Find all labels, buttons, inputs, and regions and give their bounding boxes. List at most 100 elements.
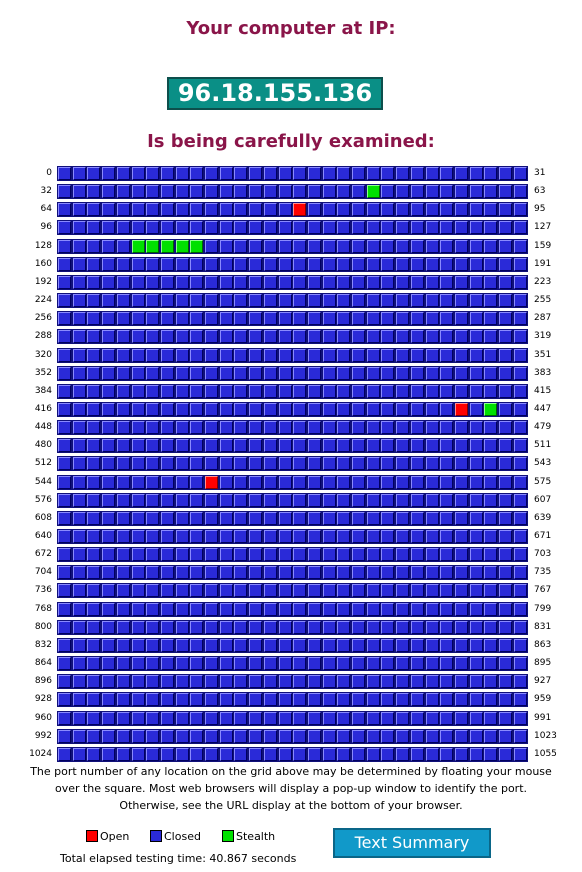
port-cell-146[interactable] xyxy=(322,239,336,253)
port-cell-512[interactable] xyxy=(58,457,71,471)
port-cell-477[interactable] xyxy=(484,421,498,435)
port-cell-725[interactable] xyxy=(366,566,380,580)
port-cell-980[interactable] xyxy=(352,711,365,725)
port-cell-354[interactable] xyxy=(87,366,101,380)
port-cell-574[interactable] xyxy=(499,475,512,489)
port-cell-793[interactable] xyxy=(425,602,439,616)
port-cell-882[interactable] xyxy=(322,657,336,671)
port-cell-824[interactable] xyxy=(410,620,424,634)
port-cell-134[interactable] xyxy=(146,239,160,253)
port-cell-193[interactable] xyxy=(72,275,86,289)
port-cell-554[interactable] xyxy=(205,475,218,489)
port-cell-128[interactable] xyxy=(58,239,71,253)
port-cell-217[interactable] xyxy=(425,275,439,289)
port-cell-600[interactable] xyxy=(410,493,424,507)
port-cell-308[interactable] xyxy=(352,330,365,344)
port-cell-511[interactable] xyxy=(513,439,527,453)
port-cell-854[interactable] xyxy=(381,638,395,652)
port-cell-934[interactable] xyxy=(146,693,160,707)
port-cell-553[interactable] xyxy=(190,475,204,489)
port-cell-846[interactable] xyxy=(263,638,277,652)
port-cell-28[interactable] xyxy=(469,167,483,180)
port-cell-602[interactable] xyxy=(440,493,454,507)
port-cell-960[interactable] xyxy=(58,711,71,725)
port-cell-279[interactable] xyxy=(396,312,410,326)
port-cell-258[interactable] xyxy=(87,312,101,326)
port-cell-60[interactable] xyxy=(469,185,483,199)
port-cell-988[interactable] xyxy=(469,711,483,725)
port-cell-92[interactable] xyxy=(469,203,483,217)
port-cell-410[interactable] xyxy=(440,384,454,398)
port-cell-393[interactable] xyxy=(190,384,204,398)
port-cell-598[interactable] xyxy=(381,493,395,507)
port-cell-285[interactable] xyxy=(484,312,498,326)
port-cell-228[interactable] xyxy=(116,294,130,308)
port-cell-519[interactable] xyxy=(160,457,174,471)
port-cell-977[interactable] xyxy=(307,711,321,725)
port-cell-47[interactable] xyxy=(278,185,292,199)
port-cell-726[interactable] xyxy=(381,566,395,580)
port-cell-64[interactable] xyxy=(58,203,71,217)
port-cell-468[interactable] xyxy=(352,421,365,435)
port-cell-1050[interactable] xyxy=(440,747,454,761)
port-cell-1018[interactable] xyxy=(440,729,454,743)
port-cell-928[interactable] xyxy=(58,693,71,707)
port-cell-263[interactable] xyxy=(160,312,174,326)
port-cell-699[interactable] xyxy=(454,548,468,562)
port-cell-668[interactable] xyxy=(469,530,483,543)
port-cell-61[interactable] xyxy=(484,185,498,199)
port-cell-735[interactable] xyxy=(513,566,527,580)
port-cell-712[interactable] xyxy=(175,566,189,580)
port-cell-624[interactable] xyxy=(293,511,307,525)
port-cell-692[interactable] xyxy=(352,548,365,562)
port-cell-1042[interactable] xyxy=(322,747,336,761)
port-cell-472[interactable] xyxy=(410,421,424,435)
port-cell-278[interactable] xyxy=(381,312,395,326)
port-cell-943[interactable] xyxy=(278,693,292,707)
port-cell-878[interactable] xyxy=(263,657,277,671)
port-cell-274[interactable] xyxy=(322,312,336,326)
port-cell-238[interactable] xyxy=(263,294,277,308)
port-cell-184[interactable] xyxy=(410,257,424,271)
port-cell-509[interactable] xyxy=(484,439,498,453)
port-cell-313[interactable] xyxy=(425,330,439,344)
port-cell-392[interactable] xyxy=(175,384,189,398)
port-cell-158[interactable] xyxy=(499,239,512,253)
port-cell-206[interactable] xyxy=(263,275,277,289)
port-cell-493[interactable] xyxy=(249,439,263,453)
port-cell-31[interactable] xyxy=(513,167,527,180)
port-cell-876[interactable] xyxy=(234,657,248,671)
port-cell-345[interactable] xyxy=(425,348,439,362)
port-cell-485[interactable] xyxy=(131,439,145,453)
port-cell-875[interactable] xyxy=(219,657,233,671)
port-cell-469[interactable] xyxy=(366,421,380,435)
port-cell-893[interactable] xyxy=(484,657,498,671)
port-cell-791[interactable] xyxy=(396,602,410,616)
port-cell-834[interactable] xyxy=(87,638,101,652)
port-cell-921[interactable] xyxy=(425,675,439,689)
port-cell-479[interactable] xyxy=(513,421,527,435)
port-cell-959[interactable] xyxy=(513,693,527,707)
port-cell-823[interactable] xyxy=(396,620,410,634)
port-cell-54[interactable] xyxy=(381,185,395,199)
port-cell-75[interactable] xyxy=(219,203,233,217)
port-cell-68[interactable] xyxy=(116,203,130,217)
port-cell-796[interactable] xyxy=(469,602,483,616)
port-cell-721[interactable] xyxy=(307,566,321,580)
port-cell-431[interactable] xyxy=(278,402,292,416)
port-cell-684[interactable] xyxy=(234,548,248,562)
port-cell-342[interactable] xyxy=(381,348,395,362)
port-cell-1037[interactable] xyxy=(249,747,263,761)
port-cell-457[interactable] xyxy=(190,421,204,435)
port-cell-434[interactable] xyxy=(322,402,336,416)
port-cell-870[interactable] xyxy=(146,657,160,671)
port-cell-373[interactable] xyxy=(366,366,380,380)
port-cell-403[interactable] xyxy=(337,384,351,398)
port-cell-929[interactable] xyxy=(72,693,86,707)
port-cell-1047[interactable] xyxy=(396,747,410,761)
port-cell-7[interactable] xyxy=(160,167,174,180)
port-cell-305[interactable] xyxy=(307,330,321,344)
port-cell-886[interactable] xyxy=(381,657,395,671)
port-cell-966[interactable] xyxy=(146,711,160,725)
port-cell-871[interactable] xyxy=(160,657,174,671)
